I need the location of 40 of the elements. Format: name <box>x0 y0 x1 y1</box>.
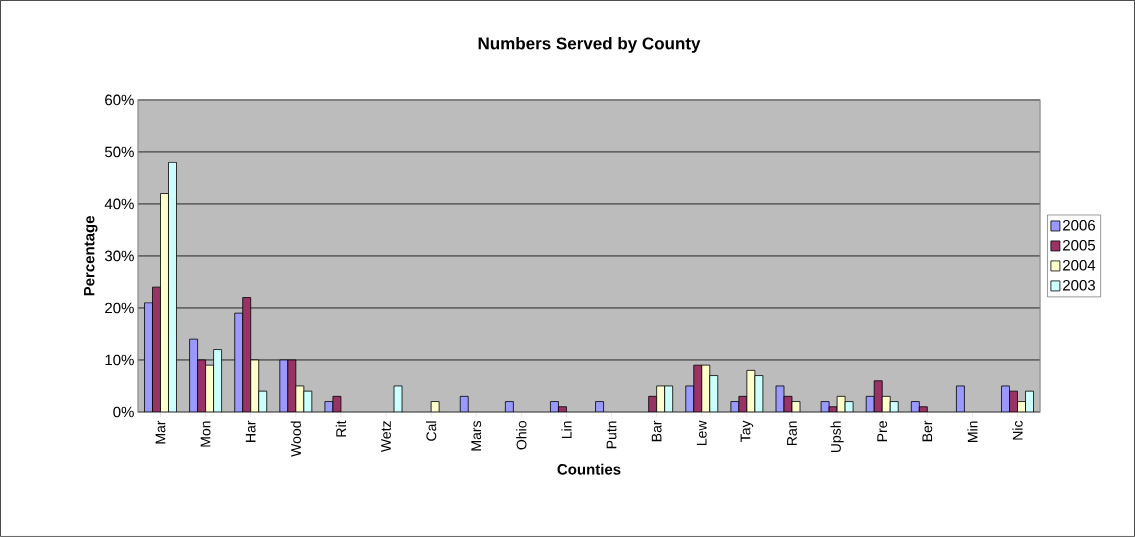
y-tick-label: 30% <box>104 250 134 262</box>
bar <box>459 396 469 413</box>
y-axis-title: Percentage <box>84 216 98 296</box>
legend-label: 2003 <box>1063 279 1096 291</box>
bar <box>504 401 514 413</box>
legend-label: 2005 <box>1063 240 1096 251</box>
x-tick-label: Ohio <box>516 421 527 450</box>
bar <box>430 401 440 413</box>
x-tick-label: Pre <box>877 421 888 442</box>
y-tick-label: 50% <box>104 146 134 158</box>
bar <box>393 385 403 413</box>
bar <box>956 385 965 413</box>
x-tick-label: Upsh <box>830 421 844 453</box>
legend-label: 2006 <box>1063 220 1096 231</box>
x-tick-label: Ber <box>922 420 933 442</box>
y-tick-label: 40% <box>104 198 134 210</box>
x-tick-label: Mar <box>155 420 166 444</box>
x-tick-label: Wood <box>290 421 301 457</box>
x-tick-label: Lew <box>696 420 707 446</box>
y-tick-label: 0% <box>113 406 134 418</box>
y-tick-label: 20% <box>105 302 134 314</box>
x-tick-label: Lin <box>561 421 572 439</box>
x-tick-label: Rit <box>335 420 347 437</box>
legend-label: 2004 <box>1063 259 1096 271</box>
x-tick-label: Wetz <box>381 421 391 453</box>
x-tick-label: Mars <box>471 421 482 451</box>
y-tick-label: 60% <box>105 94 134 106</box>
x-tick-label: Mon <box>200 421 211 447</box>
y-tick-label: 10% <box>105 354 134 366</box>
x-axis-title: Counties <box>557 463 621 475</box>
x-tick-label: Bar <box>651 420 662 442</box>
bar <box>595 401 604 413</box>
x-tick-label: Ran <box>787 421 797 446</box>
x-tick-label: Tay <box>740 420 754 443</box>
x-tick-label: Putn <box>606 421 617 449</box>
chart-title: Numbers Served by County <box>478 37 701 53</box>
x-tick-label: Har <box>245 420 256 442</box>
x-tick-label: Cal <box>425 421 437 441</box>
x-tick-label: Min <box>967 421 978 442</box>
x-tick-label: Nic <box>1012 420 1023 440</box>
